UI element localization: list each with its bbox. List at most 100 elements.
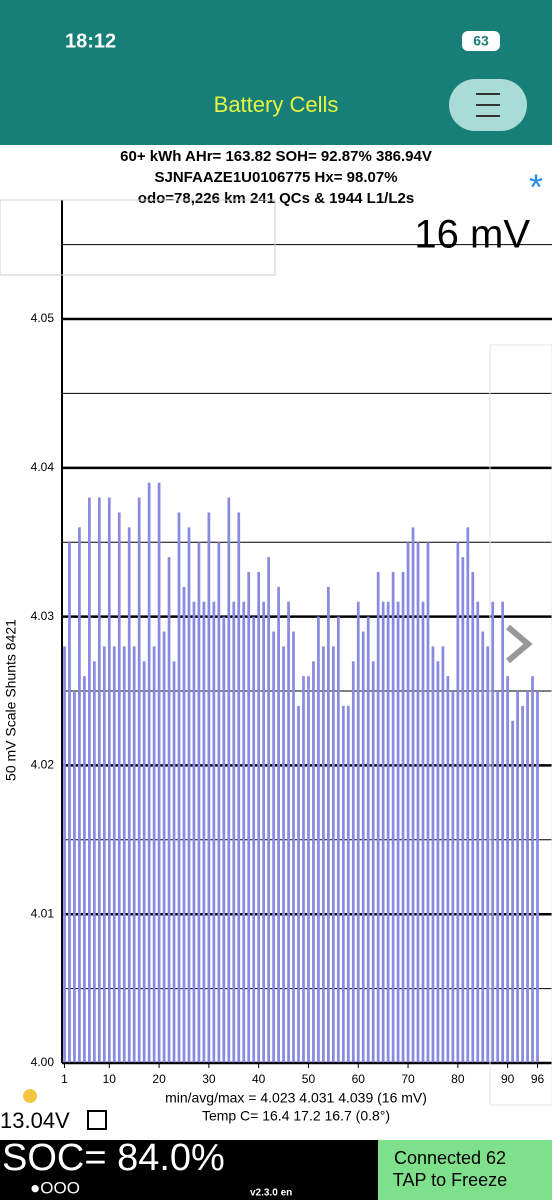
- star[interactable]: *: [529, 167, 543, 208]
- bar: [327, 586, 330, 1063]
- bar: [262, 601, 266, 1063]
- bar: [366, 616, 370, 1063]
- bar: [331, 646, 335, 1063]
- bar: [137, 497, 141, 1064]
- bar: [267, 557, 271, 1063]
- y-tick-label: 4.03: [31, 609, 55, 623]
- bar: [152, 646, 156, 1063]
- bar: [252, 616, 256, 1063]
- bar: [481, 631, 485, 1063]
- x-tick-label: 60: [352, 1072, 366, 1086]
- y-axis-title: 50 mV Scale Shunts 8421: [3, 619, 19, 781]
- bar: [132, 646, 136, 1063]
- bar: [431, 646, 435, 1063]
- bar: [421, 601, 425, 1063]
- bar: [192, 601, 196, 1063]
- bar: [451, 691, 455, 1063]
- bar: [317, 616, 320, 1063]
- bar: [371, 661, 375, 1063]
- bar: [302, 676, 305, 1063]
- bar: [117, 512, 121, 1063]
- connected: Connected 62: [394, 1148, 506, 1168]
- bar: [127, 527, 131, 1063]
- overlay-box: [0, 199, 276, 276]
- bar: [346, 705, 350, 1063]
- aux-voltage: 13.04V: [0, 1108, 70, 1133]
- y-tick-label: 4.01: [31, 906, 55, 920]
- bar: [202, 601, 206, 1063]
- bar: [446, 676, 450, 1063]
- bar: [88, 497, 91, 1064]
- bar: [401, 571, 405, 1063]
- bar: [102, 646, 106, 1063]
- x-tick-label: 70: [401, 1072, 415, 1086]
- dots: ●OOO: [30, 1178, 80, 1197]
- bulb-icon[interactable]: [23, 1089, 37, 1103]
- bar: [436, 661, 440, 1063]
- x-tick-label: 96: [531, 1072, 545, 1086]
- bar: [237, 512, 241, 1063]
- bar: [351, 661, 355, 1063]
- bar: [516, 691, 519, 1063]
- bar: [78, 527, 81, 1063]
- bar: [496, 691, 500, 1063]
- freeze: TAP to Freeze: [393, 1170, 507, 1190]
- plot: 4.00 4.01 4.02 4.03 4.04 4.05 1 10 20 30 40 50 60 70 8…: [31, 200, 552, 1086]
- bar: [63, 646, 66, 1063]
- bar: [92, 661, 96, 1063]
- bar: [83, 676, 86, 1063]
- bar: [282, 646, 285, 1063]
- side-panel[interactable]: [489, 344, 552, 1106]
- bar: [356, 601, 360, 1063]
- battery-icon: [462, 31, 500, 51]
- bar: [172, 661, 176, 1063]
- calendar-icon[interactable]: [87, 1110, 107, 1130]
- bar: [406, 542, 410, 1063]
- soc: SOC= 84.0%: [2, 1137, 225, 1179]
- x-tick-label: 10: [103, 1072, 117, 1086]
- x-tick-label: 20: [152, 1072, 166, 1086]
- bar: [441, 646, 445, 1063]
- bar: [476, 601, 480, 1063]
- bar: [68, 542, 71, 1063]
- x-tick-label: 80: [451, 1072, 465, 1086]
- bar: [142, 661, 146, 1063]
- bar: [182, 586, 186, 1063]
- bar: [381, 601, 385, 1063]
- temps: Temp C= 16.4 17.2 16.7 (0.8°): [202, 1108, 390, 1124]
- bar: [272, 631, 275, 1063]
- connect-button[interactable]: [378, 1140, 552, 1200]
- bar: [73, 691, 76, 1063]
- next-arrow[interactable]: [506, 624, 533, 664]
- bar: [491, 601, 495, 1063]
- info-line: SJNFAAZE1U0106775 Hx= 98.07%: [154, 169, 397, 186]
- bar: [391, 571, 395, 1063]
- version: v2.3.0 en: [250, 1188, 292, 1199]
- x-tick-label: 30: [202, 1072, 216, 1086]
- bar: [456, 542, 460, 1063]
- bar: [361, 631, 365, 1063]
- bar: [486, 646, 490, 1063]
- x-tick-label: 50: [302, 1072, 316, 1086]
- bar: [386, 601, 390, 1063]
- bar: [426, 542, 430, 1063]
- bar: [177, 512, 181, 1063]
- y-tick-label: 4.00: [31, 1055, 55, 1069]
- info-line: odo=78,226 km 241 QCs & 1944 L1/L2s: [138, 190, 414, 207]
- bar: [162, 631, 166, 1063]
- bar: [277, 586, 280, 1063]
- bar: [287, 601, 290, 1063]
- bar: [122, 646, 126, 1063]
- bar: [312, 661, 315, 1063]
- bar: [511, 720, 514, 1063]
- bar: [297, 705, 300, 1063]
- bar: [292, 631, 295, 1063]
- info-line: 60+ kWh AHr= 163.82 SOH= 92.87% 386.94V: [120, 148, 432, 165]
- bar: [242, 601, 246, 1063]
- bar: [471, 571, 475, 1063]
- bar: [531, 676, 534, 1063]
- bar: [501, 601, 505, 1063]
- menu-icon: [476, 93, 500, 117]
